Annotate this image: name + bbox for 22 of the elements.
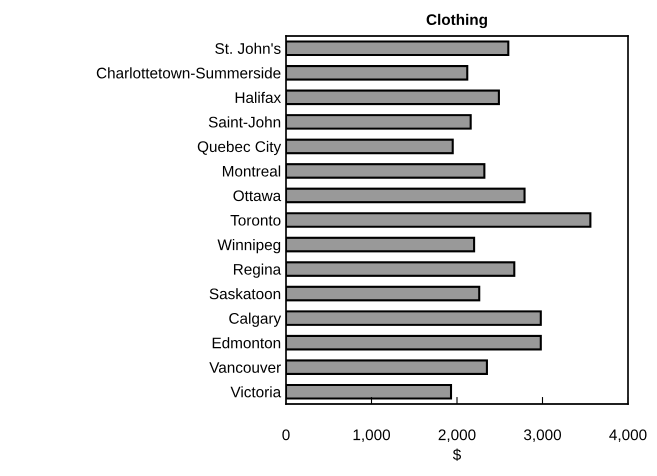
- y-tick-label: Edmonton: [212, 337, 280, 348]
- x-tick-label: 4,000: [609, 429, 647, 442]
- y-tick-label: Quebec City: [198, 140, 282, 156]
- y-tick-label: Montreal: [222, 165, 280, 177]
- y-tick-label: Halifax: [236, 92, 281, 104]
- y-tick-label: Regina: [234, 264, 282, 278]
- y-tick-label: St. John's: [215, 42, 281, 54]
- y-tick-label: Victoria: [230, 386, 282, 398]
- x-tick-label: 2,000: [438, 429, 476, 442]
- y-tick-label: Saint-John: [208, 116, 280, 128]
- y-tick-label: Toronto: [230, 215, 281, 226]
- x-tick-label: 1,000: [354, 429, 390, 442]
- x-axis-title: $: [452, 448, 461, 461]
- y-tick-label: Calgary: [229, 312, 282, 327]
- x-tick-label: 0: [282, 429, 290, 440]
- y-tick-label: Saskatoon: [210, 288, 280, 300]
- chart-title: Clothing: [426, 14, 487, 28]
- x-tick-label: 3,000: [524, 429, 562, 442]
- y-tick-label: Charlottetown-Summerside: [96, 67, 280, 78]
- y-tick-label: Vancouver: [209, 362, 281, 373]
- y-tick-label: Ottawa: [233, 190, 282, 202]
- y-tick-label: Winnipeg: [218, 239, 280, 254]
